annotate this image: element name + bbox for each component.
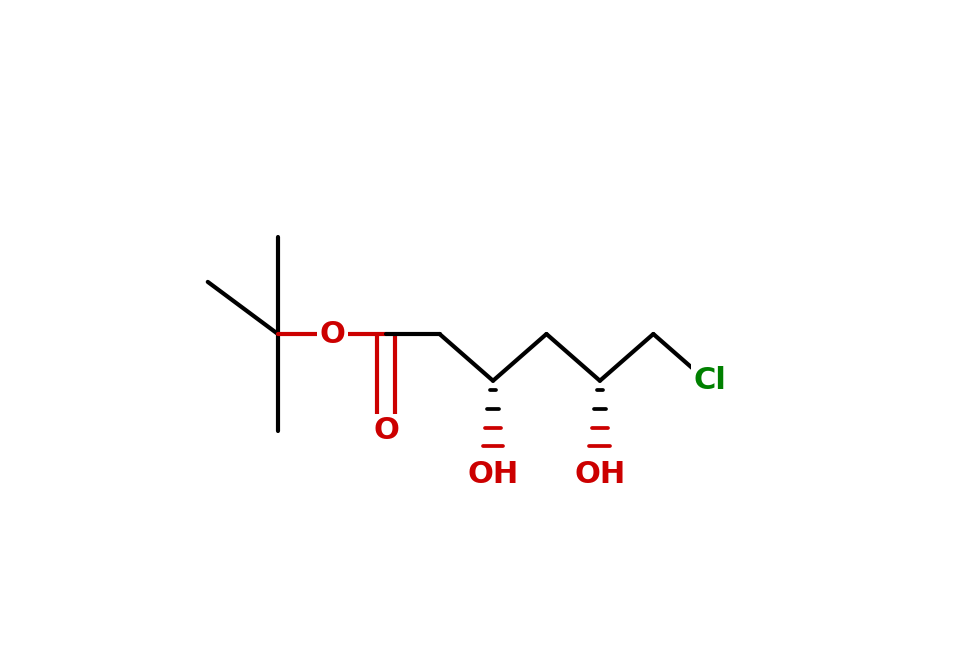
Text: OH: OH bbox=[467, 460, 518, 489]
Text: Cl: Cl bbox=[693, 366, 726, 395]
Text: O: O bbox=[320, 319, 345, 349]
Text: O: O bbox=[373, 416, 398, 446]
Text: OH: OH bbox=[574, 460, 625, 489]
